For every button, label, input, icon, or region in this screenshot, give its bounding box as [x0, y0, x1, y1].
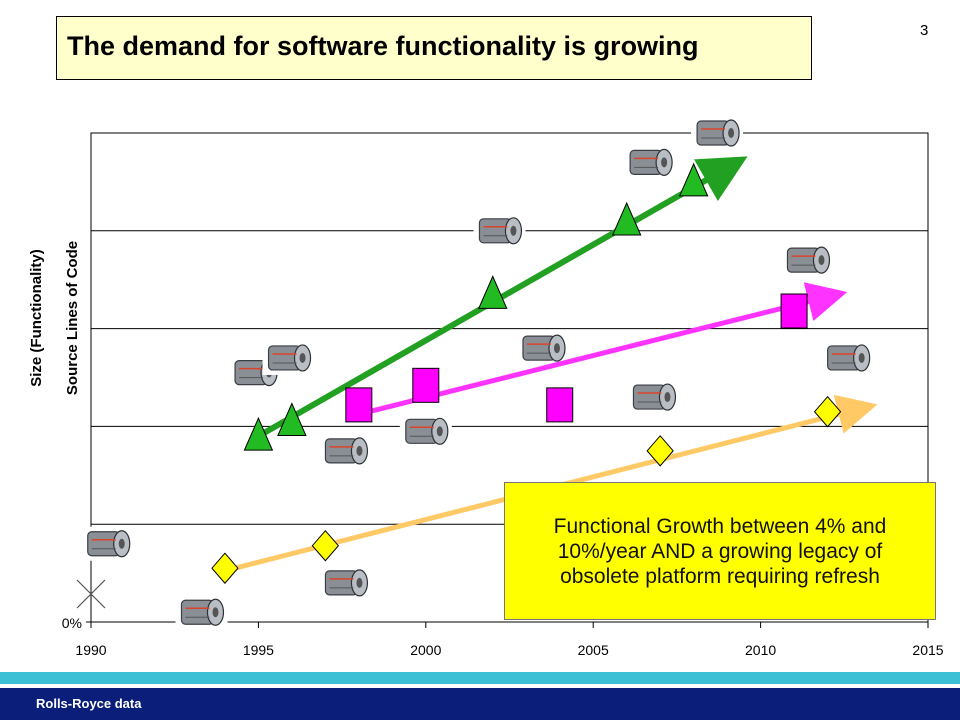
triangle-point	[277, 402, 307, 437]
x-tick-label: 2000	[410, 642, 441, 658]
engine-image	[262, 340, 315, 375]
square-point	[780, 293, 808, 329]
engine-hub	[212, 607, 219, 618]
diamond-point	[646, 435, 674, 467]
footer-band	[0, 688, 960, 720]
y-axis-label-size: Size (Functionality)	[28, 249, 45, 387]
engine-hub	[858, 352, 865, 363]
x-tick-label: 1995	[243, 642, 274, 658]
triangle-point	[678, 162, 709, 197]
diamond-point	[813, 395, 842, 428]
engine-image	[81, 526, 134, 561]
engine-image	[399, 414, 452, 449]
square-point	[345, 387, 373, 423]
engine-hub	[510, 225, 517, 236]
engine-hub	[299, 352, 306, 363]
diamond-point	[311, 529, 340, 562]
engine-hub	[553, 343, 560, 354]
square-point	[412, 367, 440, 403]
engine-image	[821, 340, 874, 375]
engine-image	[473, 213, 526, 248]
engine-image	[175, 595, 228, 630]
diamond-point	[211, 552, 239, 584]
y-tick-label-zero: 0%	[62, 615, 82, 631]
engine-image	[319, 433, 372, 468]
triangle-point	[477, 275, 508, 309]
callout-box: Functional Growth between 4% and 10%/yea…	[504, 482, 936, 620]
engine-hub	[356, 577, 363, 588]
engine-image	[781, 243, 834, 278]
triangle-point	[611, 201, 642, 236]
cross-mark	[76, 579, 106, 609]
triangle-point	[243, 416, 274, 451]
x-tick-label: 1990	[75, 642, 106, 658]
x-tick-label: 2010	[745, 642, 776, 658]
axes: 1990 1995 2000 2005 2010 2015	[75, 579, 944, 658]
engine-images	[81, 116, 874, 630]
engine-hub	[664, 392, 671, 403]
trend-arrow	[368, 282, 848, 415]
engine-hub	[728, 128, 735, 138]
page-number: 3	[920, 22, 929, 39]
data-markers	[211, 162, 842, 584]
title-box: The demand for software functionality is…	[56, 16, 812, 80]
footer-divider	[0, 684, 960, 688]
footer-stripe	[0, 672, 960, 684]
engine-hub	[118, 538, 125, 549]
footer-source: Rolls-Royce data	[36, 696, 142, 711]
callout-text: Functional Growth between 4% and 10%/yea…	[553, 514, 887, 588]
y-axis-label-sloc: Source Lines of Code	[64, 241, 81, 395]
engine-image	[516, 331, 569, 366]
x-tick-label: 2005	[578, 642, 609, 658]
engine-image	[319, 565, 372, 600]
slide-title: The demand for software functionality is…	[67, 31, 699, 61]
axis-labels: Size (Functionality) Source Lines of Cod…	[28, 241, 82, 631]
engine-hub	[661, 157, 668, 168]
x-tick-label: 2015	[912, 642, 943, 658]
square-point	[546, 387, 574, 423]
engine-image	[627, 380, 680, 415]
engine-hub	[818, 255, 825, 266]
engine-image	[624, 145, 677, 180]
engine-hub	[356, 445, 363, 456]
engine-image	[691, 116, 744, 150]
engine-hub	[436, 426, 443, 437]
